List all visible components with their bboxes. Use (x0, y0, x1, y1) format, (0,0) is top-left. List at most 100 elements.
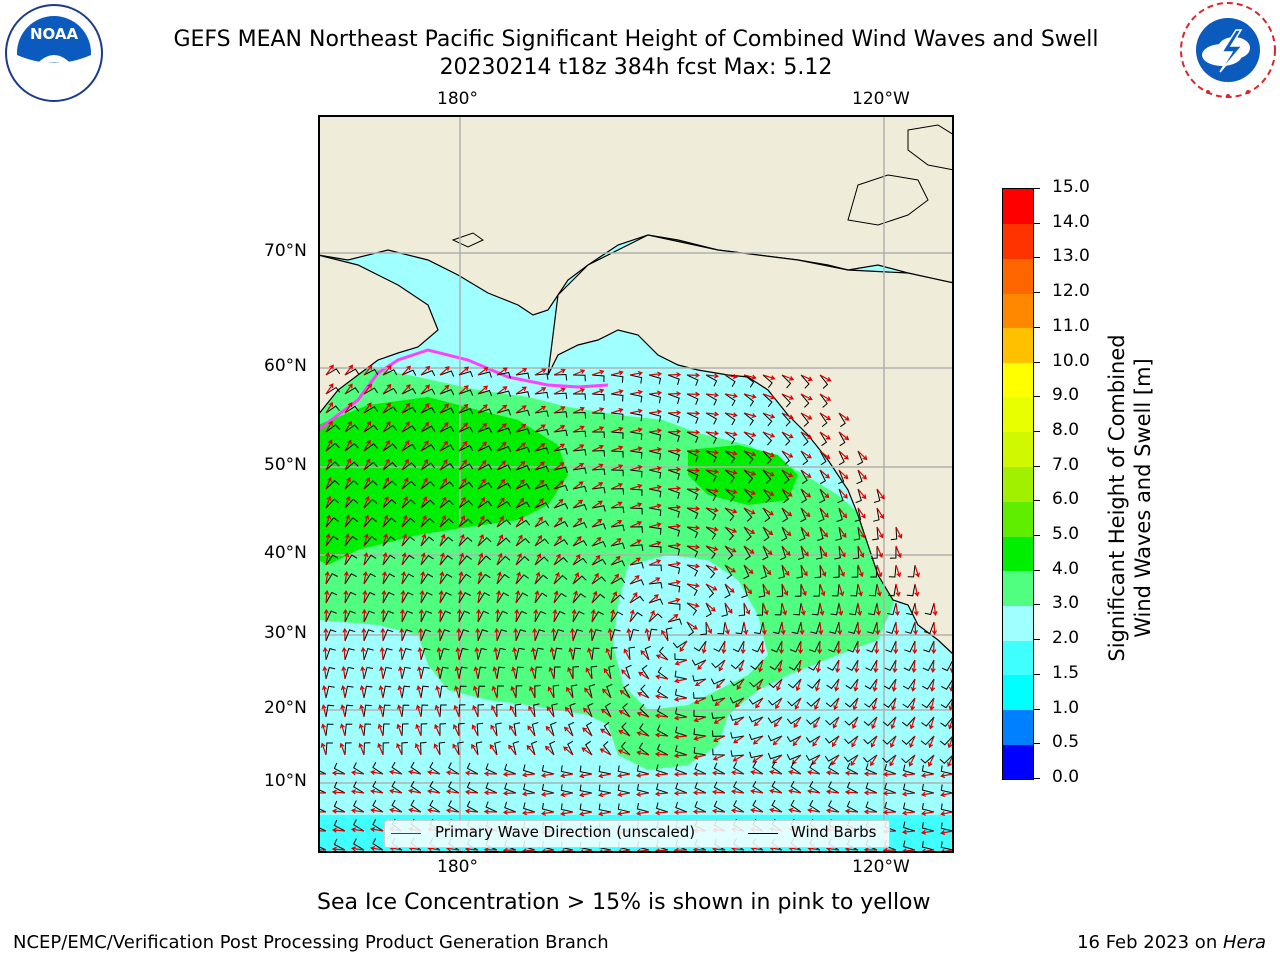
wind-barb (477, 371, 492, 378)
wind-barb (748, 733, 764, 741)
wind-barb (667, 431, 680, 443)
lat-label-30n: 30°N (264, 623, 307, 643)
wind-barb (588, 684, 596, 699)
colorbar-tick-label: 9.0 (1052, 385, 1080, 406)
wave-direction-arrow (795, 678, 802, 692)
wave-direction-arrow (940, 811, 954, 817)
wind-barb (848, 621, 859, 635)
wind-barb (781, 469, 790, 484)
wave-direction-arrow (515, 590, 521, 604)
wind-barb (694, 782, 707, 794)
wave-direction-arrow (800, 564, 808, 577)
wind-barb (743, 469, 754, 484)
wind-barb (813, 583, 821, 597)
wave-direction-arrow (477, 533, 484, 547)
wind-barb (496, 500, 512, 509)
wave-direction-arrow (344, 458, 352, 471)
wind-barb (572, 575, 587, 585)
legend-wind-barbs-label: Wind Barbs (791, 823, 877, 841)
wave-direction-arrow (363, 495, 370, 509)
wave-direction-arrow (436, 646, 442, 661)
wave-direction-arrow (591, 407, 605, 414)
wind-barb (940, 841, 954, 851)
wave-direction-arrow (610, 501, 623, 509)
wind-barb (610, 469, 624, 477)
wave-direction-arrow (591, 388, 605, 395)
wind-barb (648, 582, 663, 589)
wave-direction-arrow (363, 420, 372, 433)
wave-direction-arrow (439, 366, 450, 376)
wave-direction-arrow (534, 498, 544, 509)
wave-direction-arrow (697, 659, 707, 670)
colorbar-segment (1003, 397, 1033, 433)
wave-direction-arrow (491, 705, 498, 718)
wind-barb (629, 628, 640, 642)
wave-direction-arrow (724, 488, 738, 495)
wave-direction-arrow (667, 504, 682, 510)
wave-direction-arrow (382, 477, 390, 490)
wind-barb (401, 388, 417, 395)
wind-barb (694, 763, 707, 775)
wind-barb (770, 640, 783, 653)
wind-barb (534, 465, 550, 473)
wave-direction-arrow (534, 534, 542, 547)
wind-barb (724, 564, 733, 580)
wind-barb (515, 409, 530, 417)
wave-direction-arrow (838, 488, 848, 499)
wave-direction-arrow (473, 666, 479, 680)
wave-direction-arrow (654, 713, 669, 719)
wind-barb (560, 765, 574, 775)
wave-direction-arrow (693, 697, 707, 704)
wave-direction-arrow (743, 507, 756, 515)
wind-barb (325, 498, 340, 509)
wind-barb (439, 388, 455, 396)
wind-barb (902, 678, 916, 690)
wind-barb (903, 659, 916, 672)
wind-barb (382, 573, 396, 585)
wind-barb (629, 544, 644, 551)
wind-barb (762, 450, 772, 465)
wind-barb (667, 618, 682, 625)
wind-barb (940, 765, 954, 775)
wind-barb (552, 684, 560, 699)
wave-direction-arrow (344, 552, 350, 566)
wave-direction-arrow (540, 791, 555, 797)
wave-direction-arrow (343, 589, 349, 604)
wave-direction-arrow (705, 564, 719, 571)
wave-direction-arrow (750, 788, 764, 794)
wind-barb (363, 742, 371, 756)
wave-direction-arrow (515, 497, 525, 509)
wave-direction-arrow (743, 526, 756, 534)
wind-barb (648, 628, 658, 642)
wind-barb (572, 666, 580, 679)
wave-direction-arrow (895, 526, 903, 539)
wave-direction-arrow (610, 389, 624, 395)
wind-barb (902, 697, 916, 709)
wave-direction-arrow (800, 393, 813, 401)
wave-direction-arrow (591, 590, 598, 604)
wave-direction-arrow (533, 608, 539, 623)
wind-barb (825, 735, 840, 744)
wind-barb (534, 428, 549, 436)
wind-barb (617, 784, 631, 794)
wave-direction-arrow (781, 488, 793, 497)
wave-direction-arrow (831, 735, 840, 748)
wind-barb (458, 389, 474, 396)
wind-barb (864, 697, 878, 708)
wave-direction-arrow (325, 533, 331, 547)
wind-barb (686, 488, 699, 501)
wave-direction-arrow (743, 431, 757, 438)
wave-direction-arrow (871, 697, 878, 711)
wave-direction-arrow (692, 771, 707, 777)
wind-barb (439, 592, 452, 604)
wave-direction-arrow (832, 716, 840, 729)
wind-barb (333, 800, 346, 813)
wave-direction-arrow (792, 735, 802, 747)
wave-direction-arrow (940, 773, 954, 779)
colorbar-segment (1003, 501, 1033, 537)
wave-direction-arrow (920, 791, 935, 797)
wave-direction-arrow (874, 640, 880, 655)
wind-barb (815, 545, 823, 560)
wind-barb (439, 704, 447, 718)
wind-barb (781, 526, 788, 542)
